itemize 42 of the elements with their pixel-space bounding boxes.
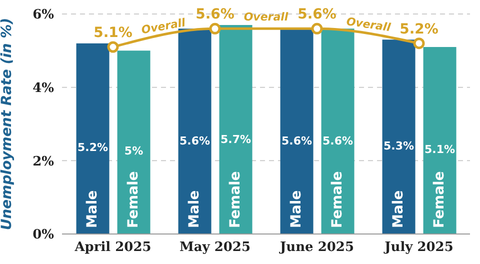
x-tick-label: May 2025 xyxy=(179,240,251,256)
data-label: 5.2% xyxy=(400,21,438,38)
text: Male xyxy=(186,190,203,228)
x-tick-label: July 2025 xyxy=(384,240,454,256)
point xyxy=(311,22,323,34)
data-label: 5.1% xyxy=(94,25,132,41)
bar xyxy=(280,28,314,234)
data-label: 5.1% xyxy=(424,142,456,156)
y-tick-label: 6% xyxy=(32,8,55,23)
data-label: 5.3% xyxy=(384,140,414,153)
bar xyxy=(76,43,110,234)
text: Overall xyxy=(244,10,288,24)
x-tick-label: June 2025 xyxy=(278,240,354,256)
series-label: Male xyxy=(84,190,101,228)
y-axis-title: Unemployment Rate (in %) xyxy=(0,18,15,230)
bar xyxy=(423,47,456,234)
bar xyxy=(117,50,150,234)
point xyxy=(209,22,221,34)
data-label: 5.6% xyxy=(322,134,354,148)
text: Overall xyxy=(140,16,187,37)
point xyxy=(107,41,119,53)
text: Overall xyxy=(346,14,392,34)
point xyxy=(413,38,425,50)
data-label: 5% xyxy=(124,144,144,158)
x-tick-label: April 2025 xyxy=(74,240,152,256)
data-label: 5.2% xyxy=(78,141,108,154)
bar xyxy=(382,40,416,234)
bar xyxy=(219,25,252,234)
y-tick-label: 4% xyxy=(32,80,55,96)
series-label: Female xyxy=(126,171,142,228)
data-label: 5.7% xyxy=(220,132,252,146)
data-label: 5.6% xyxy=(196,6,234,23)
y-tick-label: 0% xyxy=(32,228,55,243)
data-label: 5.6% xyxy=(180,134,210,148)
text: Male xyxy=(288,190,305,228)
y-tick-label: 2% xyxy=(32,154,55,170)
data-label: 5.6% xyxy=(282,134,312,148)
text: Male xyxy=(390,190,407,228)
text: Female xyxy=(330,171,346,228)
text: Female xyxy=(432,171,448,228)
data-label: 5.6% xyxy=(298,6,336,23)
text: Female xyxy=(228,171,244,228)
